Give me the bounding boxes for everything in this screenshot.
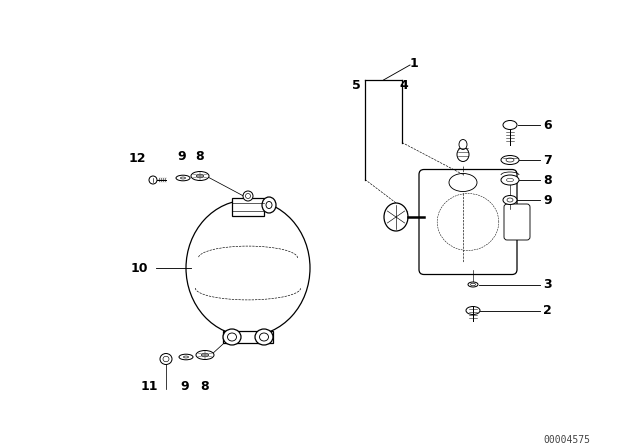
- Text: 4: 4: [399, 78, 408, 91]
- FancyBboxPatch shape: [504, 204, 530, 240]
- Text: 8: 8: [201, 380, 209, 393]
- Ellipse shape: [176, 175, 190, 181]
- Bar: [223, 331, 273, 343]
- Ellipse shape: [468, 282, 478, 287]
- Ellipse shape: [246, 194, 250, 198]
- Ellipse shape: [163, 356, 169, 362]
- Ellipse shape: [186, 200, 310, 336]
- Ellipse shape: [191, 172, 209, 181]
- Text: 9: 9: [178, 150, 186, 163]
- Text: 8: 8: [196, 150, 204, 163]
- Ellipse shape: [184, 356, 189, 358]
- Ellipse shape: [501, 155, 519, 164]
- Text: 9: 9: [180, 380, 189, 393]
- Ellipse shape: [223, 329, 241, 345]
- Ellipse shape: [501, 175, 519, 185]
- FancyBboxPatch shape: [419, 169, 517, 275]
- Ellipse shape: [196, 174, 204, 178]
- Text: 9: 9: [543, 194, 552, 207]
- Ellipse shape: [266, 202, 272, 208]
- Ellipse shape: [202, 353, 209, 357]
- Text: 8: 8: [543, 173, 552, 186]
- Ellipse shape: [466, 306, 480, 314]
- Ellipse shape: [506, 158, 514, 162]
- Ellipse shape: [503, 121, 517, 129]
- Ellipse shape: [449, 173, 477, 191]
- Ellipse shape: [384, 203, 408, 231]
- Ellipse shape: [470, 283, 476, 286]
- Ellipse shape: [255, 329, 273, 345]
- Text: 12: 12: [129, 151, 146, 164]
- Ellipse shape: [179, 354, 193, 360]
- Text: 3: 3: [543, 278, 552, 291]
- Text: 1: 1: [410, 56, 419, 69]
- Ellipse shape: [503, 195, 517, 204]
- Ellipse shape: [160, 353, 172, 365]
- Ellipse shape: [459, 139, 467, 150]
- FancyBboxPatch shape: [232, 198, 264, 216]
- Ellipse shape: [262, 197, 276, 213]
- Text: 5: 5: [352, 78, 361, 91]
- Ellipse shape: [243, 191, 253, 201]
- Text: 00004575: 00004575: [543, 435, 590, 445]
- Ellipse shape: [227, 333, 237, 341]
- Text: 6: 6: [543, 119, 552, 132]
- Ellipse shape: [196, 350, 214, 359]
- Ellipse shape: [180, 177, 186, 179]
- Text: 7: 7: [543, 154, 552, 167]
- Text: 11: 11: [141, 380, 158, 393]
- Ellipse shape: [149, 176, 157, 184]
- Ellipse shape: [457, 147, 469, 161]
- Ellipse shape: [507, 198, 513, 202]
- Ellipse shape: [259, 333, 269, 341]
- Text: 2: 2: [543, 304, 552, 317]
- Ellipse shape: [506, 178, 513, 182]
- Text: 10: 10: [131, 262, 148, 275]
